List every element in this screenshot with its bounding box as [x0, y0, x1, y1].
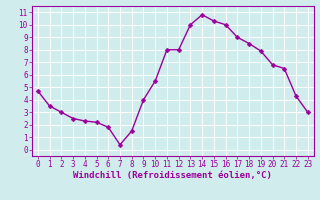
X-axis label: Windchill (Refroidissement éolien,°C): Windchill (Refroidissement éolien,°C) — [73, 171, 272, 180]
